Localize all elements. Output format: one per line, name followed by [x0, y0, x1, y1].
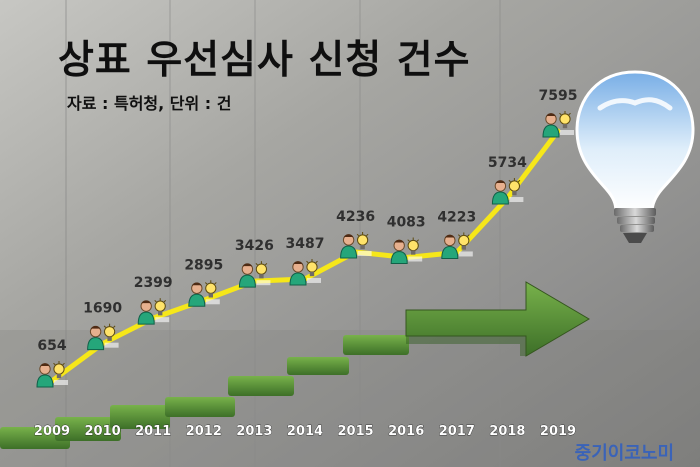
data-point: 2895 2012: [184, 257, 223, 439]
data-point: 3426 2013: [235, 238, 274, 439]
x-tick-label: 2011: [135, 424, 171, 439]
x-tick-label: 2010: [85, 424, 121, 439]
data-point: 2399 2011: [134, 275, 173, 439]
x-tick-label: 2016: [388, 424, 424, 439]
x-tick-label: 2014: [287, 424, 323, 439]
data-label: 4223: [437, 209, 476, 225]
data-label: 3487: [286, 236, 325, 252]
person-with-lightbulb-icon: [188, 280, 220, 307]
person-with-lightbulb-icon: [491, 178, 524, 205]
data-point: 3487 2014: [286, 236, 325, 439]
data-point: 4236 2015: [336, 209, 375, 439]
data-label: 2895: [184, 257, 223, 273]
data-label: 4236: [336, 209, 375, 225]
data-label: 654: [37, 338, 66, 354]
x-tick-label: 2015: [338, 424, 374, 439]
data-label: 2399: [134, 275, 173, 291]
x-tick-label: 2017: [439, 424, 475, 439]
data-label: 4083: [387, 214, 426, 230]
data-label: 1690: [83, 301, 122, 317]
person-with-lightbulb-icon: [87, 323, 119, 351]
data-label: 5734: [488, 155, 527, 171]
x-tick-label: 2019: [540, 424, 576, 439]
data-label: 3426: [235, 238, 274, 254]
data-point: 5734 2018: [488, 155, 527, 439]
person-with-lightbulb-icon: [137, 298, 170, 325]
data-point: 654 2009: [34, 338, 71, 439]
brand-logo: 중기이코노미: [574, 443, 674, 464]
x-tick-label: 2012: [186, 424, 222, 439]
person-with-lightbulb-icon: [289, 258, 321, 286]
data-point: 7595 2019: [539, 88, 578, 439]
person-with-lightbulb-icon: [340, 231, 372, 259]
page-title: 상표 우선심사 신청 건수: [58, 38, 471, 83]
lightbulb-icon: [575, 70, 695, 243]
person-with-lightbulb-icon: [238, 261, 271, 288]
source-note: 자료 : 특허청, 단위 : 건: [67, 94, 232, 113]
data-point: 4223 2017: [437, 209, 476, 439]
grass-stairs: [0, 281, 590, 449]
x-tick-label: 2009: [34, 424, 70, 439]
x-tick-label: 2013: [236, 424, 272, 439]
data-point: 1690 2010: [83, 301, 122, 440]
data-marks: 6542009169020102399201128952012342620133…: [34, 88, 578, 439]
person-with-lightbulb-icon: [390, 237, 423, 264]
data-point: 4083 2016: [387, 214, 426, 439]
person-with-lightbulb-icon: [441, 232, 473, 259]
data-label: 7595: [539, 88, 578, 104]
person-with-lightbulb-icon: [542, 111, 574, 138]
person-with-lightbulb-icon: [36, 361, 68, 388]
x-tick-label: 2018: [489, 424, 525, 439]
